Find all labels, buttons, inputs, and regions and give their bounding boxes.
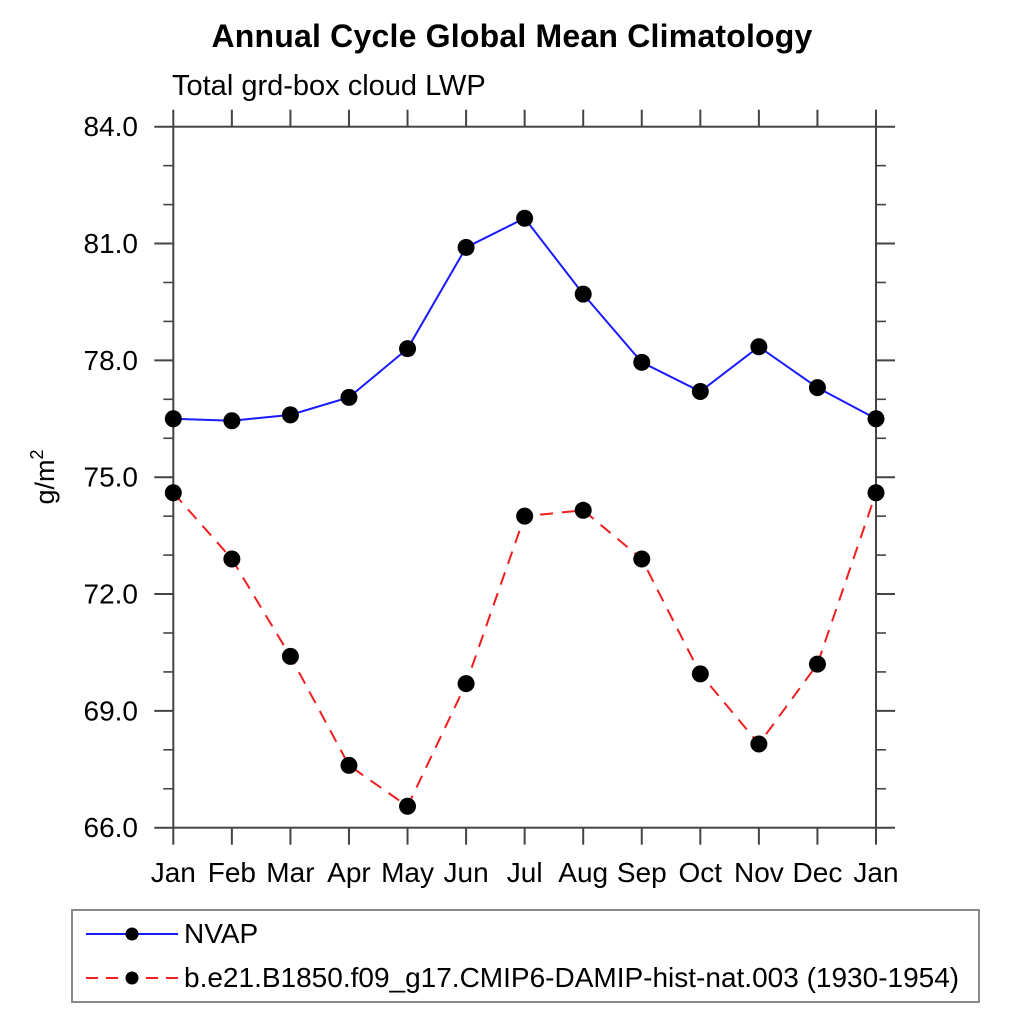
legend-line-sample-solid-icon [86, 927, 178, 941]
legend-box: NVAP b.e21.B1850.f09_g17.CMIP6-DAMIP-his… [71, 909, 980, 1003]
svg-text:72.0: 72.0 [84, 579, 139, 610]
svg-text:May: May [381, 857, 434, 888]
svg-text:81.0: 81.0 [84, 228, 139, 259]
svg-text:Sep: Sep [617, 857, 667, 888]
svg-text:Nov: Nov [734, 857, 784, 888]
legend-label-model: b.e21.B1850.f09_g17.CMIP6-DAMIP-hist-nat… [184, 961, 960, 993]
legend-label-nvap: NVAP [184, 918, 259, 950]
svg-text:Jun: Jun [444, 857, 489, 888]
svg-text:Jul: Jul [507, 857, 543, 888]
legend-item-model: b.e21.B1850.f09_g17.CMIP6-DAMIP-hist-nat… [86, 958, 978, 998]
svg-text:78.0: 78.0 [84, 345, 139, 376]
svg-text:Jan: Jan [151, 857, 196, 888]
svg-text:Feb: Feb [208, 857, 256, 888]
svg-text:Mar: Mar [266, 857, 314, 888]
svg-text:Aug: Aug [558, 857, 608, 888]
svg-text:75.0: 75.0 [84, 462, 139, 493]
svg-text:66.0: 66.0 [84, 812, 139, 843]
legend-item-nvap: NVAP [86, 914, 978, 954]
svg-text:Oct: Oct [679, 857, 723, 888]
svg-text:69.0: 69.0 [84, 695, 139, 726]
chart-title: Annual Cycle Global Mean Climatology [211, 18, 813, 54]
svg-text:g/m2: g/m2 [27, 449, 60, 504]
svg-text:Dec: Dec [793, 857, 843, 888]
svg-text:84.0: 84.0 [84, 111, 139, 142]
svg-text:Jan: Jan [853, 857, 898, 888]
svg-text:Apr: Apr [327, 857, 371, 888]
chart-subtitle: Total grd-box cloud LWP [172, 70, 486, 102]
legend-line-sample-dashed-icon [86, 971, 178, 985]
